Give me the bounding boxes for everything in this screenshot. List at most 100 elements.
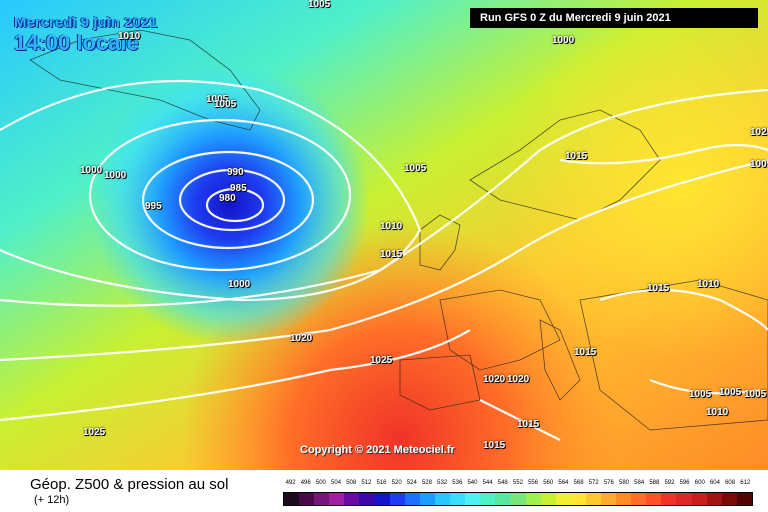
scale-label: 508 — [346, 480, 357, 486]
isobar-label: 1005 — [214, 99, 237, 110]
isobar-label: 1000 — [104, 170, 127, 181]
isobar-label: 1000 — [80, 165, 103, 176]
scale-label: 560 — [543, 480, 554, 486]
scale-label: 600 — [694, 480, 705, 486]
isobar-label: 1010 — [118, 31, 141, 42]
scale-swatch — [736, 493, 752, 505]
forecast-time: 14:00 locale — [14, 30, 139, 55]
isobar-label: 1005 — [719, 387, 742, 398]
scale-label: 608 — [725, 480, 736, 486]
isobar-label: 1010 — [706, 407, 729, 418]
scale-swatch — [570, 493, 586, 505]
scale-label: 552 — [512, 480, 523, 486]
scale-label: 580 — [619, 480, 630, 486]
scale-label: 572 — [588, 480, 599, 486]
isobar-label: 1000 — [552, 35, 575, 46]
scale-swatch — [661, 493, 677, 505]
isobar-label: 1015 — [574, 347, 597, 358]
isobar-label: 1010 — [697, 279, 720, 290]
scale-labels: 492 496 500 504 508 512 516 520 524 528 532 536 540 5… — [283, 478, 753, 488]
scale-label: 548 — [497, 480, 508, 486]
isobar-label: 1015 — [647, 283, 670, 294]
scale-swatch — [585, 493, 601, 505]
scale-swatch — [616, 493, 632, 505]
scale-swatch — [540, 493, 556, 505]
scale-label: 592 — [664, 480, 675, 486]
scale-swatch — [389, 493, 405, 505]
scale-swatch — [465, 493, 481, 505]
scale-label: 588 — [649, 480, 660, 486]
scale-label: 564 — [558, 480, 569, 486]
scale-swatch — [691, 493, 707, 505]
isobar-label: 1025 — [83, 427, 106, 438]
scale-swatch — [419, 493, 435, 505]
isobar-label: 1020 — [290, 333, 313, 344]
scale-label: 556 — [528, 480, 539, 486]
isobar-label: 1025 — [750, 127, 768, 138]
isobar-label: 1005 — [750, 159, 768, 170]
pressure-map — [0, 0, 768, 470]
isobar-label: 1015 — [380, 249, 403, 260]
scale-swatch — [404, 493, 420, 505]
scale-swatch — [706, 493, 722, 505]
isobar-label: 985 — [230, 183, 247, 194]
scale-label: 500 — [315, 480, 326, 486]
scale-label: 540 — [467, 480, 478, 486]
scale-label: 536 — [452, 480, 463, 486]
isobar-label: 1015 — [565, 151, 588, 162]
scale-swatch — [676, 493, 692, 505]
scale-bar — [283, 492, 753, 506]
isobar-label: 1000 — [228, 279, 251, 290]
legend-subtitle: (+ 12h) — [34, 494, 70, 506]
scale-label: 496 — [300, 480, 311, 486]
scale-swatch — [600, 493, 617, 505]
isobar-label: 1015 — [517, 419, 540, 430]
isobar-label: 1005 — [744, 389, 767, 400]
scale-label: 528 — [421, 480, 432, 486]
isobar-label: 990 — [227, 167, 244, 178]
scale-label: 516 — [376, 480, 387, 486]
isobar-label: 1020 — [483, 374, 506, 385]
scale-label: 584 — [634, 480, 645, 486]
isobar-label: 1005 — [404, 163, 427, 174]
scale-label: 612 — [740, 480, 751, 486]
scale-swatch — [314, 493, 330, 505]
isobar-label: 1015 — [483, 440, 506, 451]
scale-swatch — [450, 493, 466, 505]
scale-swatch — [646, 493, 662, 505]
scale-swatch — [480, 493, 496, 505]
scale-swatch — [344, 493, 360, 505]
scale-label: 532 — [437, 480, 448, 486]
copyright-notice: Copyright © 2021 Meteociel.fr — [300, 444, 455, 456]
scale-swatch — [299, 493, 315, 505]
scale-label: 544 — [482, 480, 493, 486]
run-banner: Run GFS 0 Z du Mercredi 9 juin 2021 — [470, 8, 758, 28]
scale-label: 524 — [406, 480, 417, 486]
scale-swatch — [495, 493, 511, 505]
scale-label: 512 — [361, 480, 372, 486]
scale-swatch — [359, 493, 375, 505]
scale-swatch — [284, 493, 300, 505]
legend-title: Géop. Z500 & pression au sol — [30, 476, 229, 493]
scale-label: 604 — [709, 480, 720, 486]
scale-label: 596 — [679, 480, 690, 486]
scale-swatch — [374, 493, 390, 505]
isobar-label: 1005 — [308, 0, 331, 10]
scale-swatch — [631, 493, 647, 505]
scale-label: 576 — [603, 480, 614, 486]
scale-swatch — [434, 493, 451, 505]
isobar-label: 995 — [145, 201, 162, 212]
color-scale: 492 496 500 504 508 512 516 520 524 528 532 536 540 5… — [283, 478, 753, 508]
forecast-date: Mercredi 9 juin 2021 — [14, 14, 158, 31]
isobar-label: 1005 — [689, 389, 712, 400]
isobar-label: 1025 — [370, 355, 393, 366]
scale-swatch — [555, 493, 571, 505]
isobar-label: 980 — [219, 193, 236, 204]
scale-swatch — [329, 493, 345, 505]
isobar-label: 1020 — [507, 374, 530, 385]
scale-label: 568 — [573, 480, 584, 486]
scale-label: 520 — [391, 480, 402, 486]
scale-swatch — [525, 493, 541, 505]
scale-label: 492 — [285, 480, 296, 486]
scale-label: 504 — [331, 480, 342, 486]
